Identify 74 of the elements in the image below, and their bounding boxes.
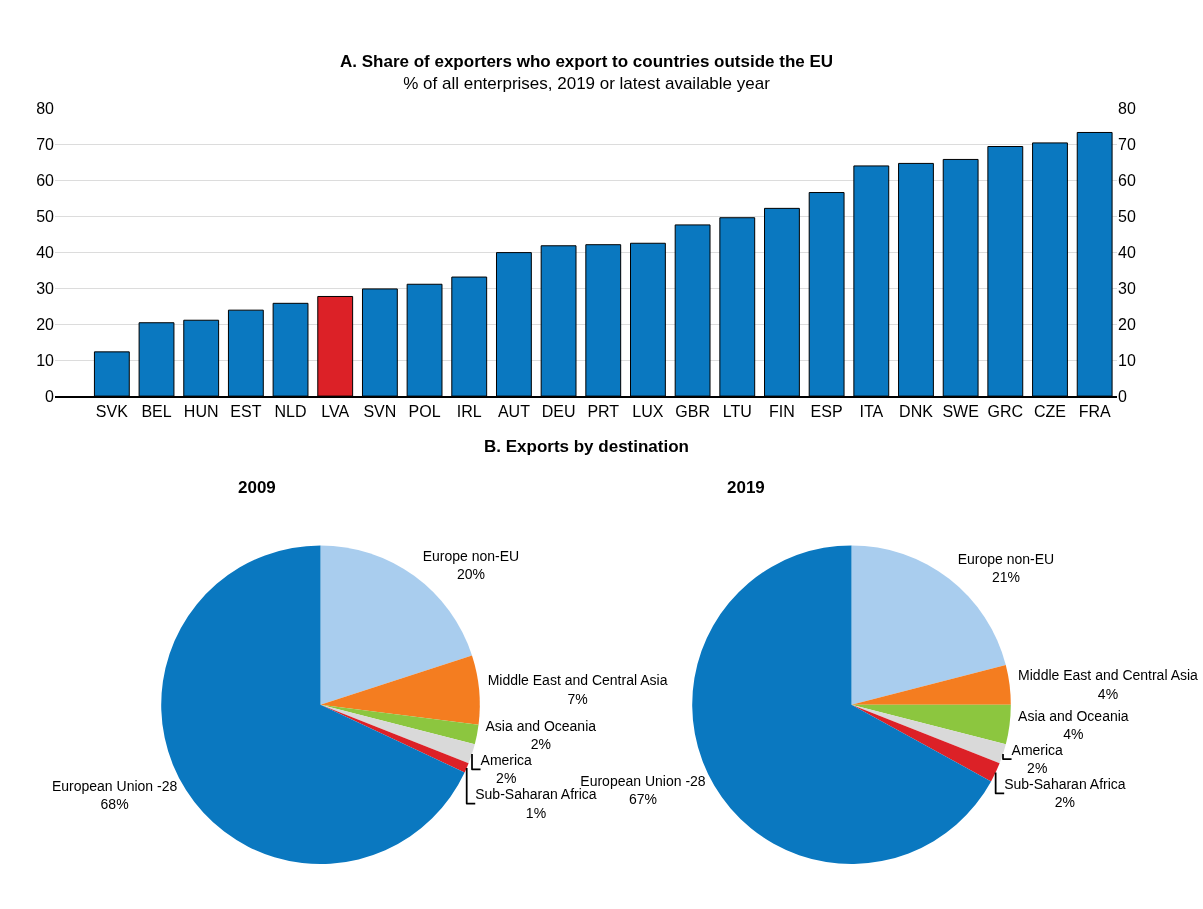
pie-slice <box>851 704 1006 764</box>
x-tick-label: LTU <box>722 403 752 421</box>
x-tick-label: LVA <box>321 403 350 421</box>
data-label: 20% <box>456 565 485 582</box>
y2-tick-label: 80 <box>1118 99 1136 117</box>
y-tick-label: 30 <box>36 279 55 297</box>
pie-slice <box>320 704 469 773</box>
data-label: 68% <box>100 796 129 813</box>
x-tick-label: HUN <box>183 403 219 421</box>
y-tick-label: 10 <box>36 351 55 369</box>
data-label: 2% <box>1027 760 1048 777</box>
slice-label: Europe non-EU <box>957 551 1055 568</box>
x-tick-label: EST <box>230 403 262 421</box>
y2-tick-label: 0 <box>1118 387 1127 405</box>
data-label: 2% <box>530 736 551 753</box>
y2-tick-label: 10 <box>1118 351 1136 369</box>
x-tick-label: DEU <box>541 403 576 421</box>
x-tick-label: NLD <box>274 403 307 421</box>
x-tick-label: BEL <box>141 403 172 421</box>
pie-slice <box>851 704 1000 782</box>
x-tick-label: ITA <box>859 403 884 421</box>
x-tick-label: POL <box>408 403 441 421</box>
y-tick-label: 50 <box>36 207 55 225</box>
x-tick-label: FIN <box>769 403 795 421</box>
y2-tick-label: 50 <box>1118 207 1136 225</box>
chart-subtitle: % of all enterprises, 2019 or latest available year <box>403 74 771 94</box>
x-tick-label: PRT <box>587 403 620 421</box>
y-tick-label: 0 <box>45 387 55 405</box>
chart-title: 2009 <box>238 478 276 497</box>
y2-tick-label: 20 <box>1118 315 1136 333</box>
x-tick-label: IRL <box>456 403 482 421</box>
data-label: 1% <box>525 804 547 821</box>
x-tick-label: GBR <box>675 403 710 421</box>
slice-label: Asia and Oceania <box>485 718 597 735</box>
y-tick-label: 60 <box>36 171 55 189</box>
chart-title: A. Share of exporters who export to countries outside the EU <box>340 52 834 71</box>
chart-title: 2019 <box>727 478 765 497</box>
y-tick-label: 70 <box>36 135 55 153</box>
slice-label: Middle East and Central Asia <box>1018 667 1199 684</box>
slice-label: Middle East and Central Asia <box>487 672 668 689</box>
pie-slice <box>320 655 480 725</box>
y2-tick-label: 30 <box>1118 279 1136 297</box>
data-label: 67% <box>628 791 657 808</box>
x-tick-label: ESP <box>810 403 843 421</box>
y2-tick-label: 70 <box>1118 135 1136 153</box>
slice-label: Europe non-EU <box>422 547 520 564</box>
x-tick-label: AUT <box>497 403 531 421</box>
data-label: 7% <box>567 690 588 707</box>
x-tick-label: SVK <box>95 403 129 421</box>
data-label: 2% <box>496 770 517 787</box>
data-label: 2% <box>1054 794 1076 811</box>
y2-tick-label: 40 <box>1118 243 1136 261</box>
y2-tick-label: 60 <box>1118 171 1136 189</box>
data-label: 4% <box>1097 685 1119 702</box>
x-tick-label: LUX <box>632 403 664 421</box>
pie-slice <box>851 665 1011 705</box>
x-tick-label: DNK <box>899 403 934 421</box>
slice-label: Asia and Oceania <box>1018 707 1129 724</box>
x-tick-label: FRA <box>1078 403 1111 421</box>
y-tick-label: 80 <box>36 99 55 117</box>
x-tick-label: SWE <box>942 403 979 421</box>
x-tick-label: CZE <box>1033 403 1066 421</box>
slice-label: Sub-Saharan Africa <box>1004 776 1126 793</box>
slice-label: America <box>480 752 533 769</box>
y-tick-label: 20 <box>36 315 55 333</box>
y-tick-label: 40 <box>36 243 55 261</box>
slice-label: European Union -28 <box>51 777 178 794</box>
x-tick-label: SVN <box>363 403 397 421</box>
text: B. Exports by destination <box>484 437 689 456</box>
x-tick-label: GRC <box>987 403 1024 421</box>
slice-label: America <box>1011 742 1064 759</box>
data-label: 4% <box>1063 726 1084 743</box>
pie-slice <box>320 704 475 764</box>
data-label: 21% <box>991 569 1020 586</box>
